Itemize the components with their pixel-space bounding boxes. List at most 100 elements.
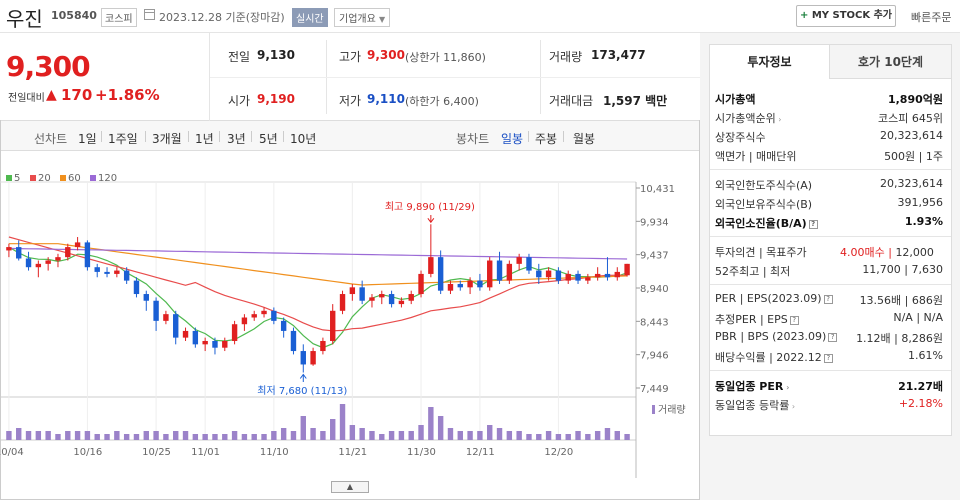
divider <box>210 77 700 78</box>
market-cap-value: 1,890억원 <box>887 93 943 106</box>
x-tick-label: 12/11 <box>466 447 495 458</box>
x-tick-label: 10/16 <box>73 447 102 458</box>
help-icon[interactable]: ? <box>789 315 799 325</box>
period-3m[interactable]: 3개월 <box>152 132 182 146</box>
amount-value: 1,597 백만 <box>603 94 668 108</box>
volume-bar <box>388 431 395 440</box>
candle-body <box>74 242 81 248</box>
candle-body <box>153 300 159 321</box>
foreign-value: 20,323,614 <box>880 177 943 190</box>
period-1d[interactable]: 1일 <box>78 132 97 146</box>
lower-limit: (하한가 6,400) <box>405 95 479 108</box>
volume-bar <box>153 431 159 440</box>
volume-bar <box>143 431 149 440</box>
chevron-down-icon: ▼ <box>379 15 386 24</box>
divider <box>710 169 951 170</box>
volume-bar <box>261 434 267 440</box>
current-price: 9,300 <box>6 50 91 83</box>
candle-body <box>6 247 12 251</box>
help-icon[interactable]: ? <box>808 219 818 229</box>
period-10y[interactable]: 10년 <box>290 132 317 146</box>
divider <box>528 131 529 142</box>
ma20-line <box>8 236 628 332</box>
up-arrow-icon <box>299 373 307 379</box>
volume-bar <box>212 434 218 440</box>
chevron-right-icon: › <box>783 383 790 392</box>
mystock-add-button[interactable]: + MY STOCK 추가 <box>796 5 896 27</box>
candle-body <box>349 287 356 295</box>
volume-bar <box>624 434 630 440</box>
candle-body <box>467 280 473 288</box>
help-icon[interactable]: ? <box>828 332 838 342</box>
candle-body <box>477 280 483 288</box>
volume-bar <box>173 431 179 440</box>
divider <box>283 131 284 142</box>
period-3y[interactable]: 3년 <box>227 132 246 146</box>
volume-bar <box>300 416 306 440</box>
price-chart[interactable]: 5 20 60 120 거래량 최고 9,890 (11/29) 최저 7,680 (1… <box>0 160 700 480</box>
valuation-value: N/A | N/A <box>893 311 943 324</box>
y-tick-label: 9,437 <box>640 251 669 262</box>
tab-orderbook[interactable]: 호가 10단계 <box>829 44 952 79</box>
volume-bar <box>339 404 346 440</box>
divider <box>251 131 252 142</box>
candle-daily[interactable]: 일봉 <box>501 132 524 146</box>
volume-bar <box>330 419 336 440</box>
candle-body <box>35 263 42 268</box>
x-tick-label: 11/10 <box>260 447 289 458</box>
up-arrow-icon: ▲ <box>46 87 57 103</box>
corp-overview-label: 기업개요 <box>339 14 376 25</box>
tab-invest-info[interactable]: 투자정보 <box>709 44 830 79</box>
candle-body <box>94 267 100 272</box>
foreign-value: 1.93% <box>904 215 943 228</box>
valuation-value: 13.56배 | 686원 <box>859 294 943 307</box>
volume-legend-label: 거래량 <box>658 404 686 416</box>
foreign-label: 외국인보유주식수(B) <box>715 198 813 211</box>
candle-body <box>280 320 287 331</box>
x-tick-label: 10/25 <box>142 447 171 458</box>
volume-bar <box>320 431 326 440</box>
candle-body <box>163 314 169 321</box>
x-tick-label: 10/04 <box>0 447 24 458</box>
volume-bar <box>487 425 493 440</box>
volume-bar <box>35 431 42 440</box>
candle-body <box>614 271 620 278</box>
valuation-value: 1.61% <box>908 349 943 362</box>
opinion-value: 4.00매수 | 12,000 <box>840 244 934 260</box>
prev-close-value: 9,130 <box>257 48 295 62</box>
volume-bar <box>45 431 51 440</box>
candle-body <box>565 273 571 281</box>
candle-weekly[interactable]: 주봉 <box>535 132 558 146</box>
realtime-button[interactable]: 실시간 <box>292 8 328 27</box>
volume-bar <box>585 434 591 440</box>
help-icon[interactable]: ? <box>823 353 833 363</box>
x-tick-label: 12/20 <box>544 447 573 458</box>
volume-bar <box>418 425 424 440</box>
help-icon[interactable]: ? <box>823 294 833 304</box>
industry-value: 21.27배 <box>898 380 943 393</box>
period-1y[interactable]: 1년 <box>195 132 214 146</box>
price-change-pct: +1.86% <box>95 86 160 104</box>
ma60-line <box>8 243 628 286</box>
market-badge: 코스피 <box>101 8 137 27</box>
candle-body <box>310 351 316 365</box>
period-5y[interactable]: 5년 <box>259 132 278 146</box>
candle-body <box>624 263 630 276</box>
candle-body <box>25 258 32 268</box>
divider <box>563 131 564 142</box>
volume-bar <box>104 434 110 440</box>
volume-bar <box>594 431 601 440</box>
legend-swatch <box>6 175 12 181</box>
candle-monthly[interactable]: 월봉 <box>573 132 596 146</box>
candle-body <box>65 247 71 258</box>
opinion-value: 11,700 | 7,630 <box>862 263 943 276</box>
x-tick-label: 11/01 <box>191 447 220 458</box>
volume-bar <box>6 431 12 440</box>
volume-bar <box>516 431 522 440</box>
chart-collapse-button[interactable]: ▲ <box>331 481 369 493</box>
quick-order-link[interactable]: 빠른주문 <box>911 11 952 24</box>
y-tick-label: 10,431 <box>640 184 675 195</box>
corp-overview-dropdown[interactable]: 기업개요 ▼ <box>334 8 391 27</box>
plus-icon: + <box>799 10 809 21</box>
period-1w[interactable]: 1주일 <box>108 132 138 146</box>
